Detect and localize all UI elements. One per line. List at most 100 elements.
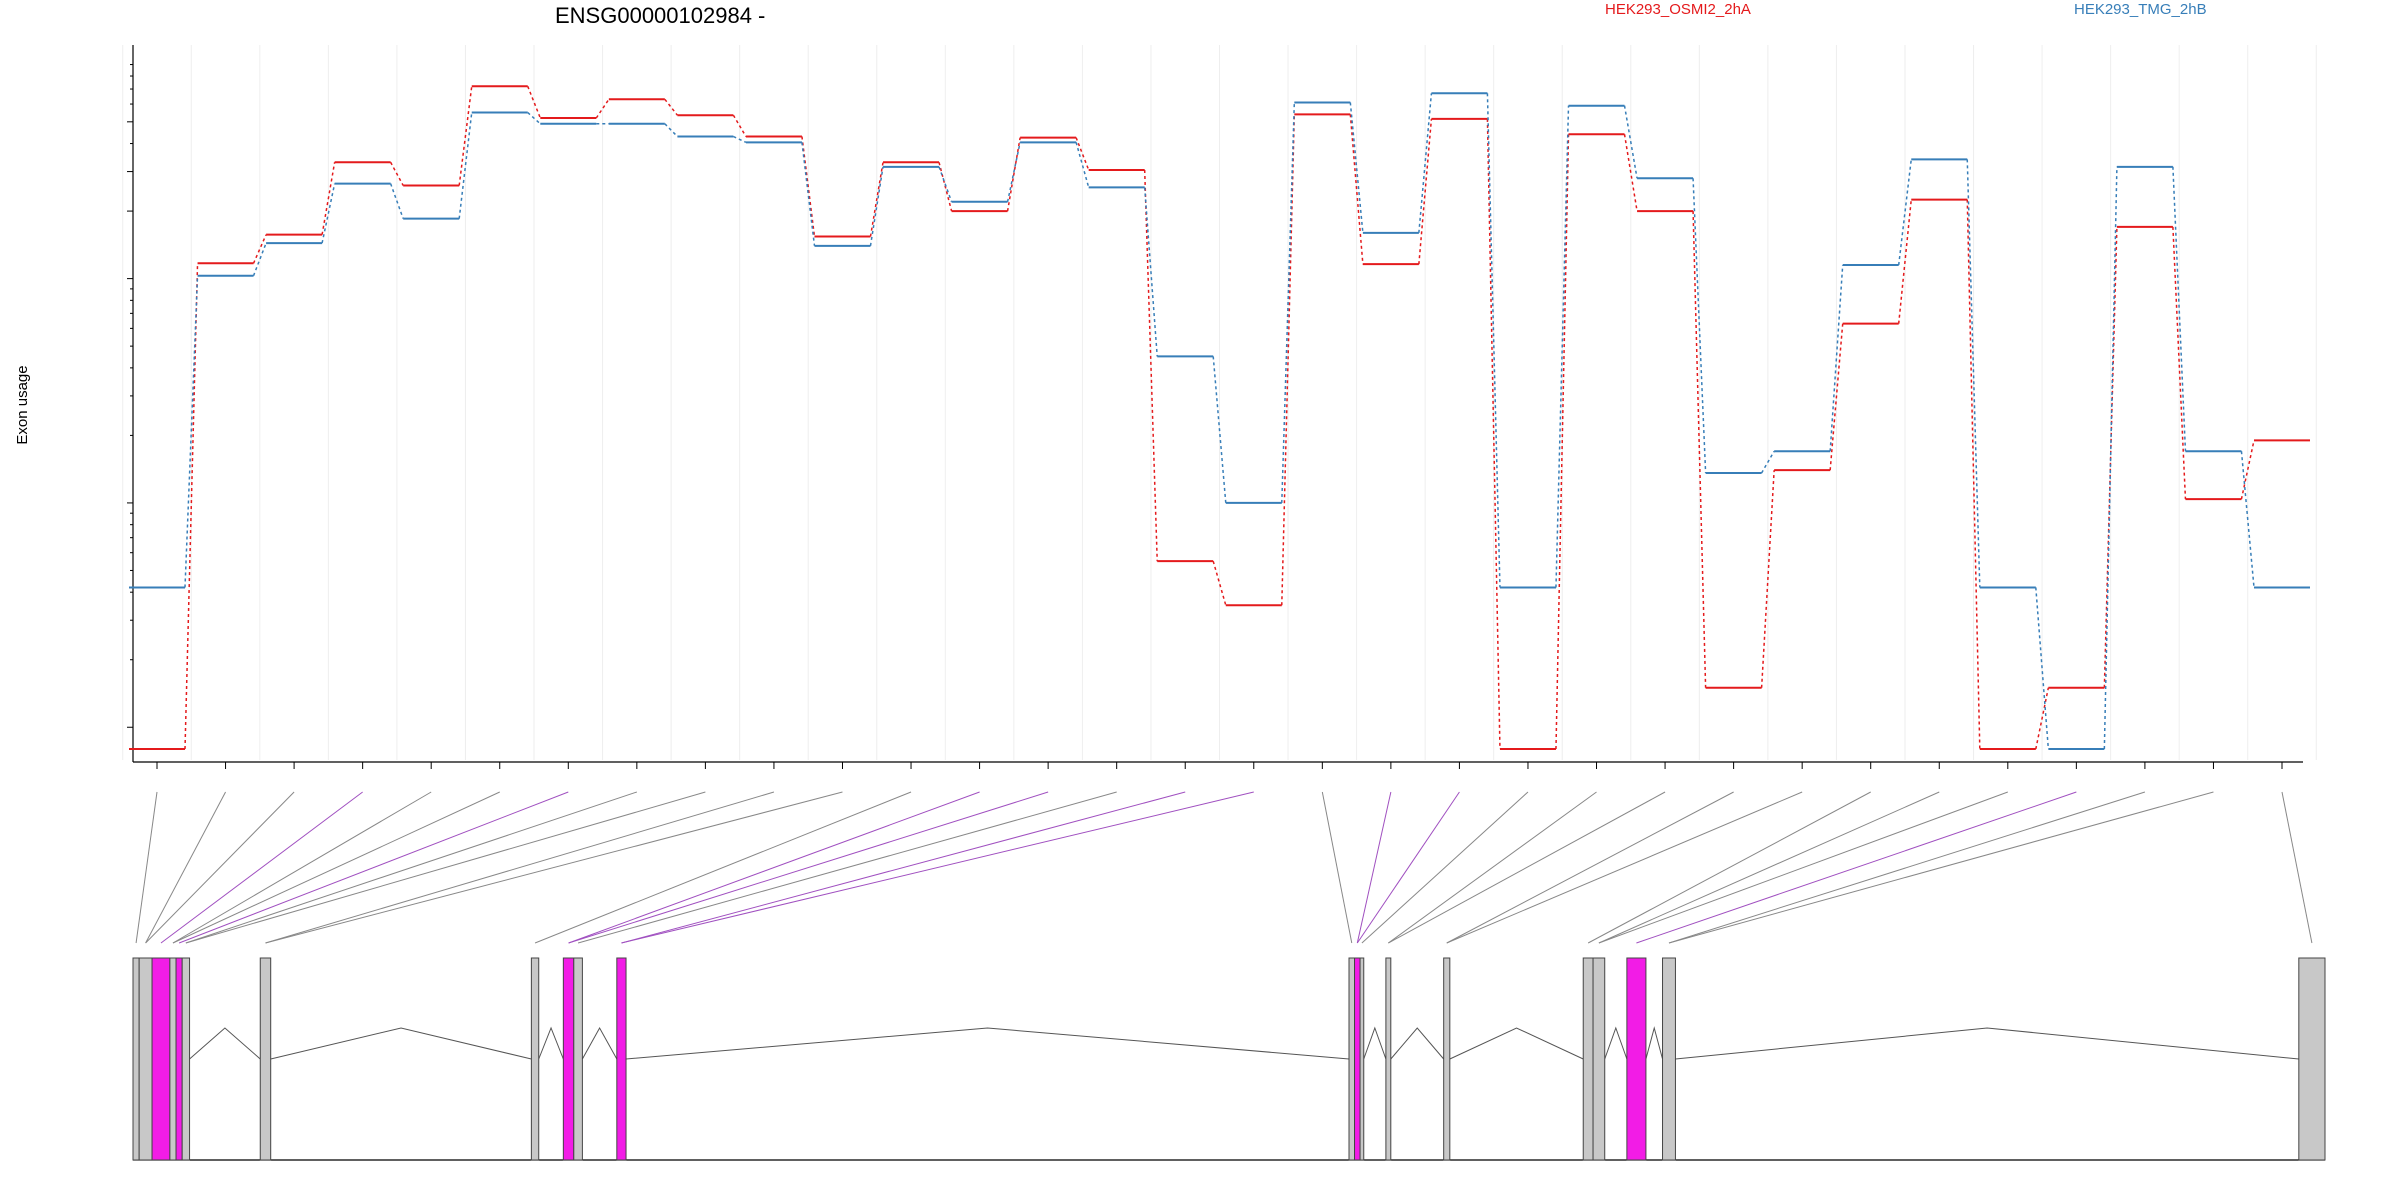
highlighted-exon (1354, 957, 1361, 1161)
intron-line (1645, 1026, 1664, 1060)
exon-box (1348, 957, 1356, 1161)
series-connector (1966, 199, 1981, 750)
series-connector (1075, 142, 1090, 188)
y-axis-label: Exon usage (14, 365, 31, 444)
intron-line (625, 1027, 1350, 1060)
exon-connector (1388, 791, 1597, 944)
intron-line (1449, 1027, 1584, 1060)
exon-connector (1361, 791, 1529, 944)
series-connector (184, 263, 199, 750)
exon-connector (265, 791, 775, 944)
exon-connector (1668, 791, 2146, 944)
series-connector (938, 162, 953, 212)
series-connector (1692, 178, 1707, 474)
exon-box (169, 957, 177, 1161)
exon-connector (621, 791, 1254, 944)
series-connector (664, 123, 678, 138)
exon-connector (1446, 791, 1734, 944)
series-connector (938, 166, 953, 203)
series-connector (1349, 114, 1364, 265)
exon-connector (145, 791, 226, 944)
exon-connector (135, 791, 158, 944)
exon-connector (1587, 791, 1871, 944)
series-connector (1760, 470, 1775, 688)
highlighted-exon (562, 957, 575, 1161)
exon-connector (1668, 791, 2214, 944)
exon-connector (568, 791, 980, 944)
series-connector (2035, 687, 2050, 750)
intron-line (189, 1027, 261, 1060)
series-connector (1486, 93, 1501, 588)
exon-connector (185, 791, 706, 944)
exon-box (1592, 957, 1606, 1161)
exon-box (1385, 957, 1392, 1161)
exon-connector (172, 791, 500, 944)
exon-connector (577, 791, 1117, 944)
series-connector (1829, 264, 1844, 452)
exon-connector (160, 791, 363, 944)
exon-connector (1446, 791, 1803, 944)
series-connector (1897, 199, 1913, 324)
exon-connector (172, 791, 432, 944)
series-connector (527, 111, 541, 125)
intron-line (270, 1027, 532, 1060)
exon-box (1582, 957, 1594, 1161)
axes (127, 45, 2303, 769)
exon-box (1662, 957, 1676, 1161)
highlighted-exon (151, 957, 171, 1161)
series-connector (595, 98, 610, 119)
intron-line (1604, 1026, 1628, 1060)
exon-box (1359, 957, 1365, 1161)
series-connector (1349, 102, 1364, 233)
exon-connector (265, 791, 843, 944)
exon-box (573, 957, 583, 1161)
legend-series-1: HEK293_OSMI2_2hA (1605, 1, 1751, 18)
series-connector (1418, 118, 1433, 265)
highlighted-exon (1626, 957, 1647, 1161)
series-1 (129, 85, 2310, 750)
series-connector (1829, 323, 1844, 471)
series-connector (458, 86, 473, 186)
series-connector (1555, 105, 1570, 588)
highlighted-exon (175, 957, 183, 1161)
series-connector (1212, 560, 1227, 606)
exon-box (259, 957, 272, 1161)
series-connector (1555, 134, 1570, 750)
exon-connector (1598, 791, 2008, 944)
series-connector (732, 114, 747, 137)
series-connector (252, 234, 267, 264)
exon-box (138, 957, 153, 1161)
grid (122, 45, 2317, 760)
series-connector (1143, 187, 1158, 357)
exon-connector (621, 791, 1186, 944)
series-connector (2103, 226, 2118, 688)
series-connector (389, 183, 404, 219)
series-connector (1623, 105, 1638, 179)
exon-connector (534, 791, 912, 944)
intron-line (1390, 1027, 1445, 1060)
intron-line (538, 1026, 564, 1060)
exon-box (2298, 957, 2326, 1161)
series-connector (321, 183, 336, 244)
series-connector (733, 135, 747, 144)
series-connector (1143, 169, 1158, 562)
gene-model (132, 957, 2326, 1161)
series-connector (1966, 159, 1981, 588)
legend-series-2: HEK293_TMG_2hB (2074, 1, 2207, 18)
series-connector (801, 142, 816, 246)
intron-line (1363, 1026, 1387, 1060)
exon-connector (145, 791, 295, 944)
series-connector (2103, 166, 2118, 750)
series-connector (1760, 450, 1775, 474)
series-connector (1281, 102, 1296, 503)
series-2 (129, 92, 2310, 750)
exon-box (132, 957, 140, 1161)
exon-box (181, 957, 191, 1161)
intron-line (581, 1026, 618, 1060)
exon-connector (1388, 791, 1666, 944)
series-connector (2240, 440, 2255, 500)
highlighted-exon (616, 957, 627, 1161)
series-connector (1281, 114, 1296, 606)
series-connector (869, 166, 884, 246)
series-connector (1692, 211, 1707, 688)
